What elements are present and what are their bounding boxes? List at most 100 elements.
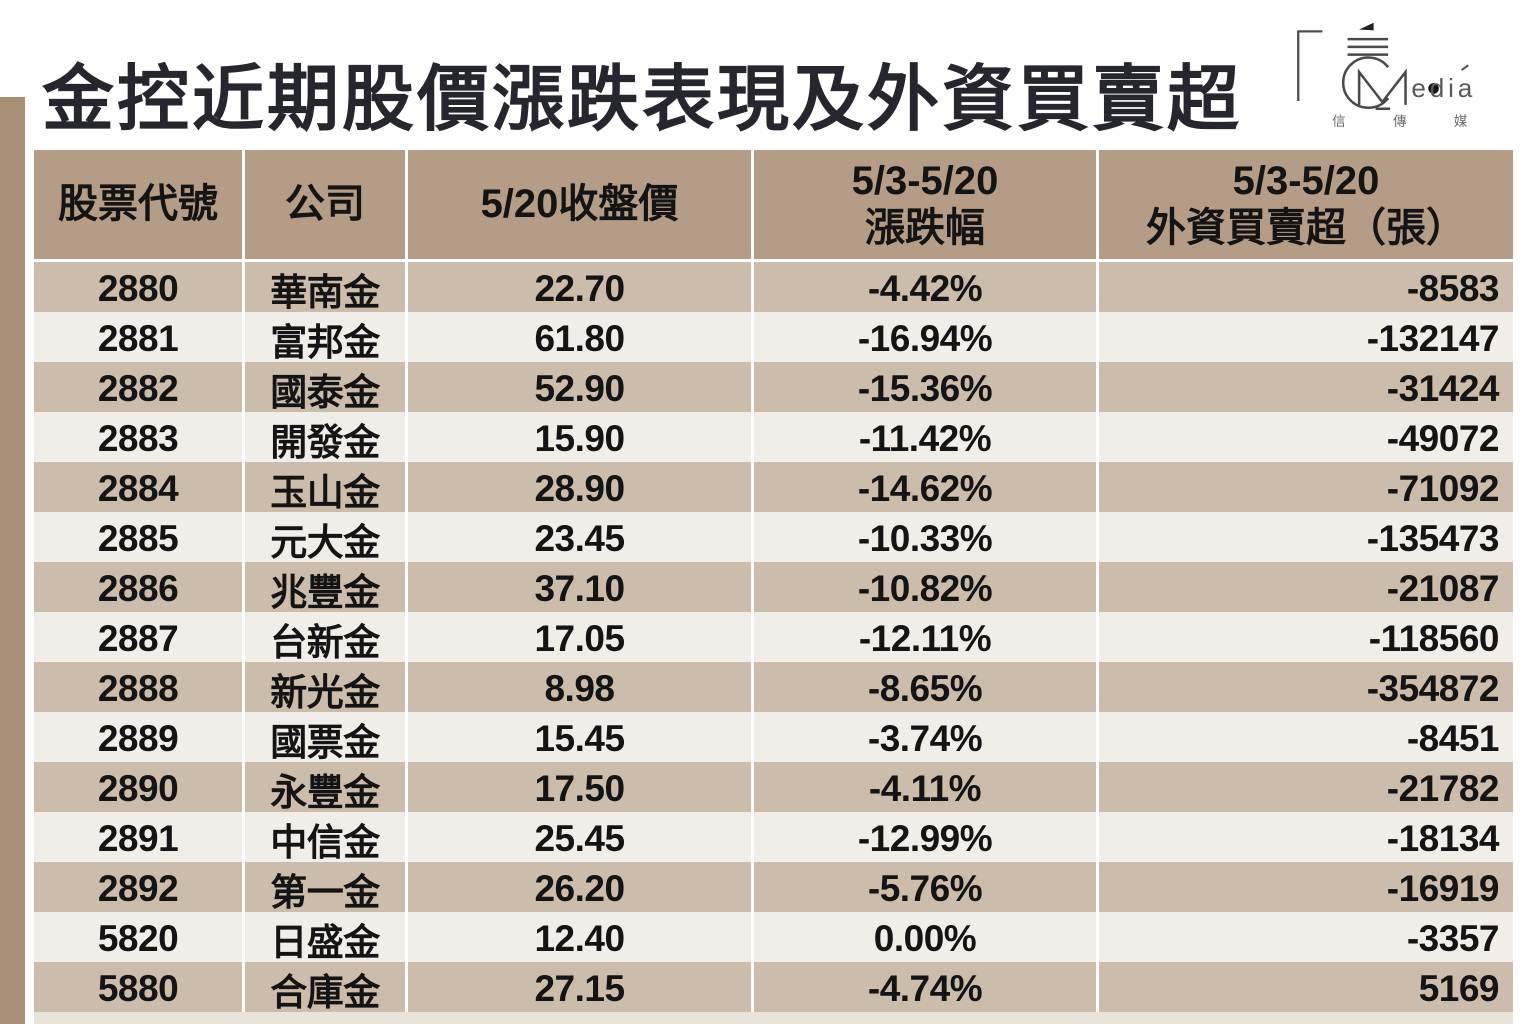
foreign-net-lots: -135473 <box>1099 512 1513 566</box>
change-percent: -11.42% <box>754 412 1096 466</box>
change-percent: -14.62% <box>754 462 1096 516</box>
stock-code: 2884 <box>34 462 242 516</box>
closing-price: 27.15 <box>408 962 751 1016</box>
logo-cjk-3: 媒 <box>1454 114 1468 129</box>
accent-tick-icon <box>1461 64 1469 71</box>
table-row: 2888 新光金 8.98 -8.65% -354872 <box>34 662 1513 716</box>
stock-code: 2881 <box>34 312 242 366</box>
closing-price: 61.80 <box>408 312 751 366</box>
change-percent: -4.11% <box>754 762 1096 816</box>
foreign-net-lots: -16919 <box>1099 862 1513 916</box>
company-name: 第一金 <box>245 862 405 916</box>
closing-price: 25.45 <box>408 812 751 866</box>
change-percent: -4.42% <box>754 262 1096 316</box>
table-row: 2890 永豐金 17.50 -4.11% -21782 <box>34 762 1513 816</box>
company-name: 國泰金 <box>245 362 405 416</box>
company-name: 永豐金 <box>245 762 405 816</box>
company-name: 富邦金 <box>245 312 405 366</box>
closing-price: 8.98 <box>408 662 751 716</box>
company-name: 中信金 <box>245 812 405 866</box>
table-bottom-edge <box>34 1012 1513 1024</box>
foreign-net-lots: -132147 <box>1099 312 1513 366</box>
company-name: 合庫金 <box>245 962 405 1016</box>
foreign-net-lots: -118560 <box>1099 612 1513 666</box>
foreign-net-lots: -21782 <box>1099 762 1513 816</box>
foreign-net-lots: -21087 <box>1099 562 1513 616</box>
table-row: 5820 日盛金 12.40 0.00% -3357 <box>34 912 1513 966</box>
stock-code: 2888 <box>34 662 242 716</box>
table-row: 2885 元大金 23.45 -10.33% -135473 <box>34 512 1513 566</box>
closing-price: 15.90 <box>408 412 751 466</box>
foreign-net-lots: 5169 <box>1099 962 1513 1016</box>
table-header-row: 股票代號 公司 5/20收盤價 5/3-5/20 漲跌幅 5/3-5/20 外資買賣超（張） <box>34 150 1513 259</box>
stock-code: 2889 <box>34 712 242 766</box>
header-cell: 股票代號 <box>34 150 242 259</box>
company-name: 日盛金 <box>245 912 405 966</box>
table-body: 2880 華南金 22.70 -4.42% -8583 2881 富邦金 61.80 -16.9… <box>34 262 1513 1016</box>
logo-cjk-2: 傳 <box>1393 114 1407 129</box>
closing-price: 37.10 <box>408 562 751 616</box>
closing-price: 22.70 <box>408 262 751 316</box>
company-name: 開發金 <box>245 412 405 466</box>
stock-code: 2886 <box>34 562 242 616</box>
company-name: 台新金 <box>245 612 405 666</box>
header-cell: 5/20收盤價 <box>408 150 751 259</box>
change-percent: 0.00% <box>754 912 1096 966</box>
company-name: 元大金 <box>245 512 405 566</box>
company-name: 玉山金 <box>245 462 405 516</box>
table-row: 2891 中信金 25.45 -12.99% -18134 <box>34 812 1513 866</box>
closing-price: 28.90 <box>408 462 751 516</box>
change-percent: -16.94% <box>754 312 1096 366</box>
closing-price: 52.90 <box>408 362 751 416</box>
closing-price: 12.40 <box>408 912 751 966</box>
table-row: 2881 富邦金 61.80 -16.94% -132147 <box>34 312 1513 366</box>
closing-price: 15.45 <box>408 712 751 766</box>
stock-code: 2885 <box>34 512 242 566</box>
foreign-net-lots: -31424 <box>1099 362 1513 416</box>
closing-price: 17.50 <box>408 762 751 816</box>
stock-code: 2887 <box>34 612 242 666</box>
change-percent: -15.36% <box>754 362 1096 416</box>
page-title: 金控近期股價漲跌表現及外資買賣超 <box>42 60 1243 140</box>
closing-price: 26.20 <box>408 862 751 916</box>
header-cell: 5/3-5/20 外資買賣超（張） <box>1099 150 1513 259</box>
stock-code: 5820 <box>34 912 242 966</box>
cmedia-logo-icon: edia 信 傳 媒 <box>1297 22 1476 129</box>
foreign-net-lots: -8583 <box>1099 262 1513 316</box>
brand-logo: edia 信 傳 媒 <box>1276 8 1508 136</box>
foreign-net-lots: -354872 <box>1099 662 1513 716</box>
change-percent: -5.76% <box>754 862 1096 916</box>
foreign-net-lots: -18134 <box>1099 812 1513 866</box>
speech-radical-icon <box>1347 22 1389 56</box>
foreign-net-lots: -71092 <box>1099 462 1513 516</box>
company-name: 兆豐金 <box>245 562 405 616</box>
stock-code: 2883 <box>34 412 242 466</box>
header-cell: 公司 <box>245 150 405 259</box>
stock-code: 2890 <box>34 762 242 816</box>
company-name: 華南金 <box>245 262 405 316</box>
logo-dot-icon <box>1428 83 1439 94</box>
table-row: 2892 第一金 26.20 -5.76% -16919 <box>34 862 1513 916</box>
stock-code: 2892 <box>34 862 242 916</box>
stock-code: 2891 <box>34 812 242 866</box>
change-percent: -12.11% <box>754 612 1096 666</box>
change-percent: -8.65% <box>754 662 1096 716</box>
header-cell: 5/3-5/20 漲跌幅 <box>754 150 1096 259</box>
change-percent: -12.99% <box>754 812 1096 866</box>
table-row: 2884 玉山金 28.90 -14.62% -71092 <box>34 462 1513 516</box>
table-row: 2886 兆豐金 37.10 -10.82% -21087 <box>34 562 1513 616</box>
foreign-net-lots: -8451 <box>1099 712 1513 766</box>
stock-table: 股票代號 公司 5/20收盤價 5/3-5/20 漲跌幅 5/3-5/20 外資買賣超（張）… <box>34 150 1513 1016</box>
cm-monogram-icon <box>1341 56 1407 110</box>
closing-price: 17.05 <box>408 612 751 666</box>
left-accent-bar <box>0 97 25 1024</box>
table-row: 2880 華南金 22.70 -4.42% -8583 <box>34 262 1513 316</box>
logo-wordmark-text: edia <box>1411 73 1476 103</box>
change-percent: -4.74% <box>754 962 1096 1016</box>
closing-price: 23.45 <box>408 512 751 566</box>
stock-code: 2882 <box>34 362 242 416</box>
change-percent: -10.33% <box>754 512 1096 566</box>
foreign-net-lots: -49072 <box>1099 412 1513 466</box>
table-row: 5880 合庫金 27.15 -4.74% 5169 <box>34 962 1513 1016</box>
